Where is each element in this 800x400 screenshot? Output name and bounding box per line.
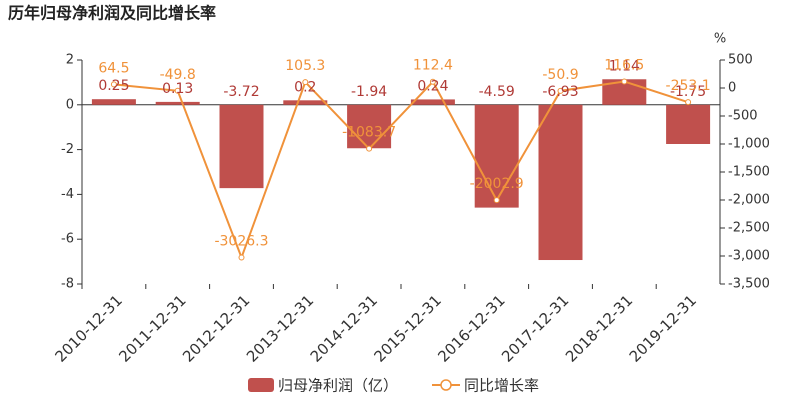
x-tick-label: 2016-12-31 — [434, 291, 508, 365]
data-label: -1.94 — [351, 84, 387, 100]
data-label: 0.13 — [162, 81, 193, 97]
data-label: 64.5 — [98, 60, 129, 76]
y2-tick-label: -2,500 — [728, 221, 770, 236]
point — [366, 145, 373, 152]
data-label: -4.59 — [479, 84, 515, 100]
bar — [283, 100, 328, 105]
x-tick-label: 2013-12-31 — [243, 291, 317, 365]
data-label: -253.1 — [666, 78, 711, 94]
point — [302, 79, 309, 86]
bar — [219, 104, 264, 189]
bar — [474, 104, 519, 208]
y-tick-label: 2 — [66, 53, 74, 68]
y2-axis-label: % — [714, 32, 726, 47]
data-label: -49.8 — [160, 67, 196, 83]
data-label: -50.9 — [542, 67, 578, 83]
point — [174, 87, 181, 94]
x-tick-label: 2012-12-31 — [179, 291, 253, 365]
y2-tick-label: -500 — [728, 109, 758, 124]
data-label: -1083.7 — [342, 125, 396, 141]
x-tick-label: 2010-12-31 — [52, 291, 126, 365]
point — [557, 87, 564, 94]
point — [685, 99, 692, 106]
bar — [347, 104, 392, 149]
legend-label: 同比增长率 — [464, 377, 539, 395]
y-tick-label: -4 — [61, 187, 74, 202]
data-label: -6.93 — [542, 84, 578, 100]
y-tick-label: -8 — [61, 277, 74, 292]
data-label: -3.72 — [223, 84, 259, 100]
y2-tick-label: -2,000 — [728, 193, 770, 208]
data-label: -2002.9 — [470, 176, 524, 192]
point — [429, 78, 436, 85]
point — [238, 254, 245, 261]
data-label: 0.24 — [417, 78, 448, 94]
x-tick-label: 2018-12-31 — [562, 291, 636, 365]
point — [621, 78, 628, 85]
y2-tick-label: -3,000 — [728, 249, 770, 264]
data-label: -1.75 — [670, 84, 706, 100]
data-label: 105.3 — [285, 58, 325, 74]
x-tick-label: 2014-12-31 — [307, 291, 381, 365]
line — [113, 80, 689, 261]
legend-swatch — [440, 379, 452, 391]
x-tick-label: 2011-12-31 — [115, 291, 189, 365]
bar — [155, 101, 200, 105]
y-tick-label: -2 — [61, 142, 74, 157]
data-label: 116.5 — [604, 57, 644, 73]
y2-tick-label: 500 — [728, 53, 753, 68]
bar — [666, 104, 711, 144]
bar — [91, 99, 136, 105]
data-label: 1.14 — [609, 58, 640, 74]
y-tick-label: -6 — [61, 232, 74, 247]
x-tick-label: 2015-12-31 — [371, 291, 445, 365]
point — [493, 197, 500, 204]
y2-tick-label: -3,500 — [728, 277, 770, 292]
y-tick-label: 0 — [66, 97, 74, 112]
data-label: 112.4 — [413, 58, 453, 74]
legend-label: 归母净利润（亿） — [278, 377, 398, 395]
x-tick-label: 2019-12-31 — [626, 291, 700, 365]
data-label: 0.2 — [294, 79, 316, 95]
chart-title: 历年归母净利润及同比增长率 — [8, 4, 216, 23]
y2-tick-label: -1,000 — [728, 137, 770, 152]
bar — [538, 104, 583, 261]
data-label: -3026.3 — [214, 233, 268, 249]
data-label: 0.25 — [98, 78, 129, 94]
y2-tick-label: 0 — [728, 81, 736, 96]
legend-swatch — [248, 378, 274, 392]
x-tick-label: 2017-12-31 — [498, 291, 572, 365]
point — [110, 81, 117, 88]
y2-tick-label: -1,500 — [728, 165, 770, 180]
bar — [410, 99, 455, 105]
